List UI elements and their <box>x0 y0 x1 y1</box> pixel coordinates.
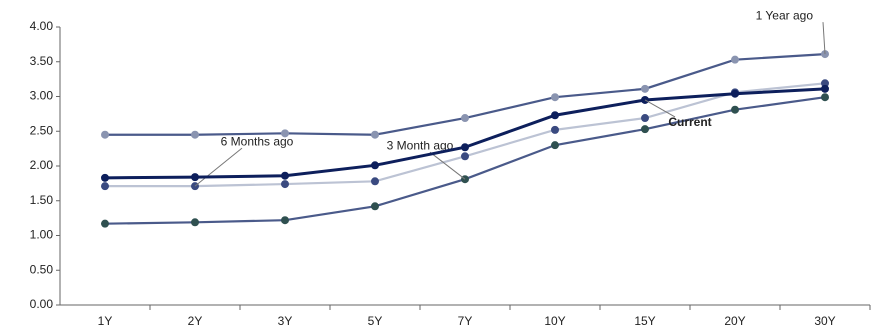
data-point <box>191 218 199 227</box>
data-point <box>821 84 829 93</box>
series-annotation: 1 Year ago <box>756 8 814 22</box>
x-tick-label: 1Y <box>98 314 113 328</box>
data-point <box>371 202 379 211</box>
data-point <box>461 114 469 123</box>
data-point <box>821 79 829 88</box>
y-tick-label: 0.00 <box>30 297 54 311</box>
data-point <box>371 161 379 170</box>
data-point <box>281 171 289 180</box>
data-point <box>101 130 109 139</box>
y-tick-label: 3.00 <box>30 89 54 103</box>
data-point <box>101 219 109 228</box>
data-point <box>461 143 469 152</box>
y-tick-label: 2.50 <box>30 123 54 137</box>
data-point <box>461 152 469 161</box>
data-point <box>191 130 199 139</box>
x-tick-label: 7Y <box>458 314 473 328</box>
annotation-leader <box>194 147 243 187</box>
annotation-leader <box>644 99 676 118</box>
y-tick-label: 4.00 <box>30 19 54 33</box>
x-tick-label: 30Y <box>814 314 835 328</box>
data-point <box>551 111 559 120</box>
data-point <box>821 93 829 102</box>
data-point <box>551 125 559 134</box>
data-point <box>641 84 649 93</box>
data-point <box>731 89 739 98</box>
data-point <box>731 105 739 114</box>
annotation-leader <box>429 151 466 180</box>
series-line <box>104 87 826 180</box>
data-point <box>281 216 289 225</box>
data-point <box>641 125 649 134</box>
data-point <box>191 173 199 182</box>
y-tick-label: 0.50 <box>30 262 54 276</box>
data-point <box>731 55 739 64</box>
data-point <box>101 173 109 182</box>
data-point <box>641 114 649 123</box>
series-annotation: 6 Months ago <box>221 134 294 148</box>
y-tick-label: 2.00 <box>30 158 54 172</box>
data-point <box>551 141 559 150</box>
x-tick-label: 15Y <box>634 314 655 328</box>
series-annotation: 3 Month ago <box>387 138 454 152</box>
y-tick-label: 3.50 <box>30 54 54 68</box>
x-tick-label: 5Y <box>368 314 383 328</box>
data-point <box>371 177 379 186</box>
y-tick-label: 1.00 <box>30 228 54 242</box>
y-tick-label: 1.50 <box>30 193 54 207</box>
x-tick-label: 2Y <box>188 314 203 328</box>
annotation-leader <box>822 22 826 55</box>
x-tick-label: 20Y <box>724 314 745 328</box>
x-tick-label: 10Y <box>544 314 565 328</box>
data-point <box>371 130 379 139</box>
series-annotation: Current <box>668 115 711 129</box>
data-point <box>281 129 289 138</box>
data-point <box>551 93 559 102</box>
data-point <box>281 180 289 189</box>
data-point <box>101 182 109 191</box>
x-tick-label: 3Y <box>278 314 293 328</box>
